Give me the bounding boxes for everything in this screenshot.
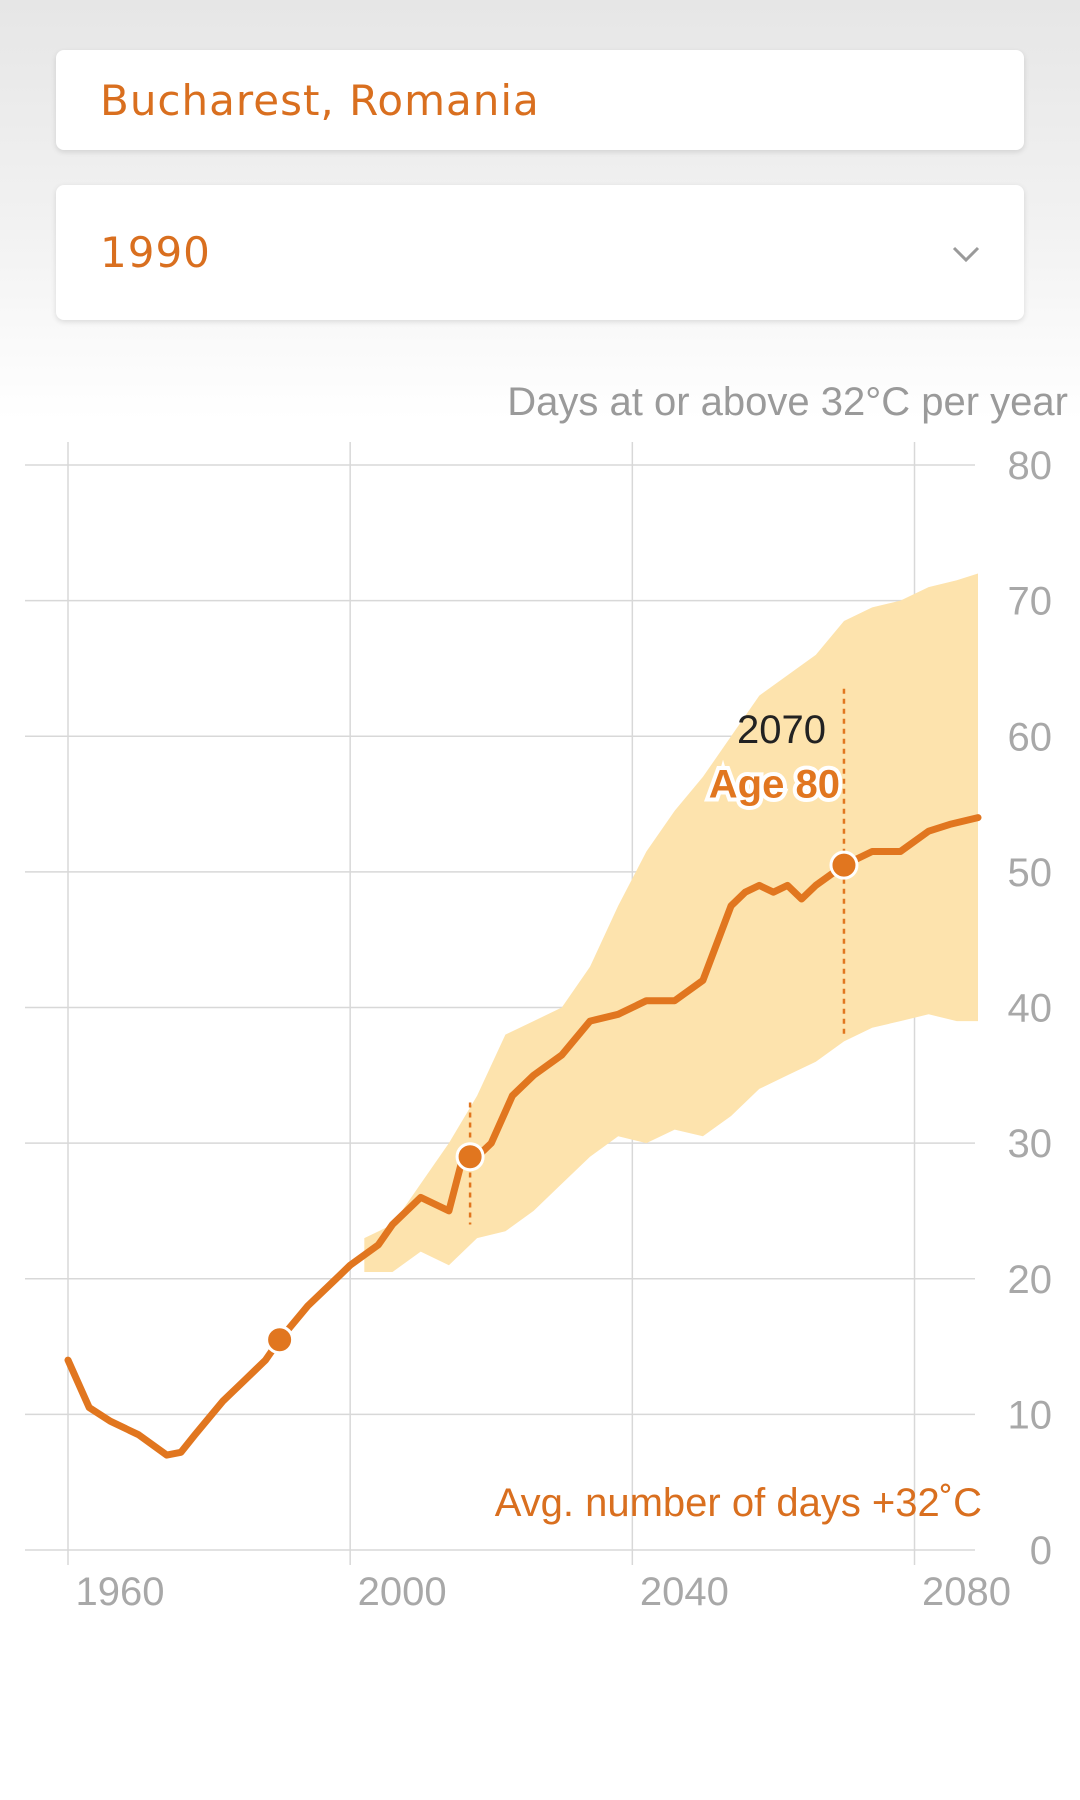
y-tick-label: 50 (1008, 851, 1053, 895)
x-tick-label: 1960 (76, 1570, 165, 1610)
x-tick-label: 2000 (358, 1570, 447, 1610)
y-tick-label: 80 (1008, 444, 1053, 488)
annotation-age: Age 80 (709, 762, 840, 806)
data-point-marker-1 (265, 1325, 295, 1355)
y-tick-label: 0 (1030, 1529, 1052, 1573)
data-point-marker-2 (455, 1142, 485, 1172)
birth-year-value: 1990 (100, 228, 211, 277)
y-tick-label: 10 (1008, 1393, 1053, 1437)
y-tick-label: 20 (1008, 1258, 1053, 1302)
series-line (64, 814, 982, 1459)
chevron-down-icon (948, 233, 984, 269)
y-tick-label: 70 (1008, 580, 1053, 624)
y-tick-label: 30 (1008, 1122, 1053, 1166)
band-area (364, 573, 978, 1272)
annotation-year: 2070 (737, 708, 826, 752)
location-value: Bucharest, Romania (100, 75, 540, 125)
data-point-marker-3 (829, 850, 859, 880)
marker-points (265, 850, 859, 1355)
x-tick-labels: 1960 2000 2040 2080 (76, 1570, 1011, 1610)
grid-lines (25, 442, 975, 1565)
series-legend-label: Avg. number of days +32˚C (495, 1481, 982, 1525)
y-axis-title: Days at or above 32°C per year (507, 380, 1068, 424)
y-tick-label: 40 (1008, 987, 1053, 1031)
annotation-2070: 2070 Age 80 (468, 688, 846, 1225)
x-tick-label: 2040 (640, 1570, 729, 1610)
birth-year-dropdown[interactable]: 1990 (56, 185, 1024, 320)
x-tick-label: 2080 (922, 1570, 1011, 1610)
y-tick-label: 60 (1008, 715, 1053, 759)
avg-days-series (64, 814, 982, 1459)
y-tick-labels: 0 10 20 30 40 50 60 70 80 (1008, 444, 1053, 1573)
location-search-field[interactable]: Bucharest, Romania (56, 50, 1024, 150)
projection-range-band (364, 573, 978, 1272)
